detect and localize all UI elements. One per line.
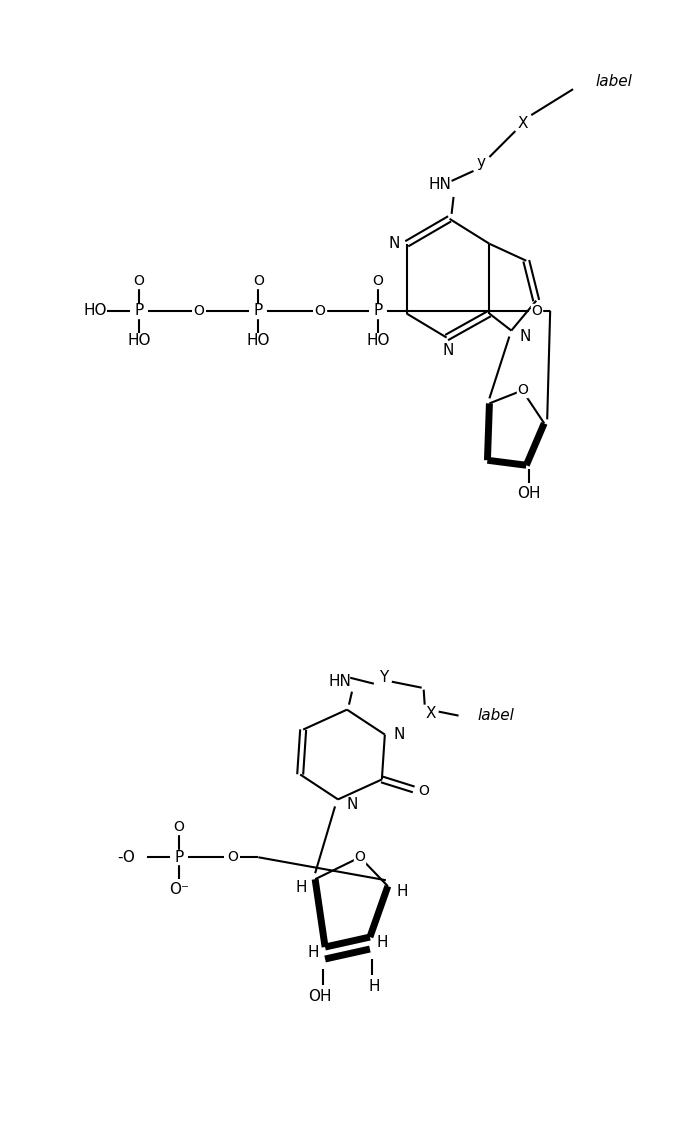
- Bar: [133, 274, 144, 287]
- Text: X: X: [426, 706, 436, 721]
- Bar: [133, 304, 144, 318]
- Bar: [394, 727, 404, 742]
- Text: O: O: [355, 850, 365, 864]
- Text: P: P: [374, 303, 383, 319]
- Bar: [86, 304, 104, 318]
- Bar: [443, 343, 454, 358]
- Bar: [372, 274, 383, 287]
- Text: HN: HN: [428, 177, 451, 193]
- Text: y: y: [477, 156, 486, 171]
- Text: -O: -O: [117, 849, 135, 865]
- Text: O: O: [227, 850, 238, 864]
- Bar: [331, 674, 349, 689]
- Bar: [227, 850, 238, 864]
- Bar: [253, 274, 264, 287]
- Bar: [354, 850, 365, 864]
- Bar: [369, 980, 379, 994]
- Bar: [193, 304, 204, 318]
- Bar: [173, 820, 184, 835]
- Text: Y: Y: [379, 670, 389, 686]
- Text: O: O: [253, 274, 264, 287]
- Text: H: H: [376, 935, 387, 949]
- Text: P: P: [134, 303, 143, 319]
- Text: H: H: [308, 945, 319, 959]
- Bar: [520, 330, 531, 343]
- Bar: [378, 671, 389, 684]
- Text: N: N: [388, 237, 399, 251]
- Text: O: O: [419, 784, 429, 799]
- Bar: [430, 178, 448, 192]
- Text: O: O: [133, 274, 144, 287]
- Text: OH: OH: [308, 990, 332, 1004]
- Text: O: O: [517, 384, 528, 397]
- Text: N: N: [346, 797, 358, 812]
- Text: label: label: [477, 708, 514, 723]
- Bar: [396, 884, 407, 899]
- Bar: [531, 304, 542, 318]
- Text: HO: HO: [247, 333, 270, 348]
- Text: HN: HN: [328, 674, 351, 689]
- Text: P: P: [254, 303, 263, 319]
- Bar: [518, 116, 529, 130]
- Bar: [520, 486, 538, 500]
- Text: H: H: [368, 980, 380, 994]
- Bar: [311, 990, 329, 1004]
- Bar: [315, 304, 326, 318]
- Text: N: N: [520, 329, 531, 344]
- Bar: [346, 798, 358, 811]
- Text: label: label: [595, 74, 632, 89]
- Text: O⁻: O⁻: [168, 882, 188, 896]
- Text: HO: HO: [127, 333, 150, 348]
- Bar: [173, 850, 184, 864]
- Text: X: X: [518, 116, 529, 130]
- Text: O: O: [372, 274, 383, 287]
- Text: OH: OH: [518, 486, 541, 500]
- Bar: [476, 156, 487, 169]
- Bar: [376, 935, 387, 949]
- Text: H: H: [295, 880, 307, 894]
- Bar: [418, 784, 429, 799]
- Text: O: O: [315, 304, 326, 318]
- Bar: [296, 880, 307, 894]
- Text: O: O: [173, 820, 184, 835]
- Bar: [517, 384, 528, 397]
- Bar: [130, 333, 148, 348]
- Text: P: P: [174, 849, 184, 865]
- Bar: [369, 333, 387, 348]
- Text: HO: HO: [83, 303, 107, 319]
- Text: O: O: [531, 304, 542, 318]
- Bar: [249, 333, 267, 348]
- Bar: [372, 304, 383, 318]
- Bar: [308, 945, 319, 959]
- Text: N: N: [393, 727, 405, 742]
- Text: N: N: [443, 343, 455, 358]
- Bar: [253, 304, 264, 318]
- Bar: [388, 237, 399, 251]
- Bar: [426, 707, 436, 720]
- Text: O: O: [193, 304, 204, 318]
- Text: H: H: [396, 884, 407, 899]
- Text: HO: HO: [366, 333, 389, 348]
